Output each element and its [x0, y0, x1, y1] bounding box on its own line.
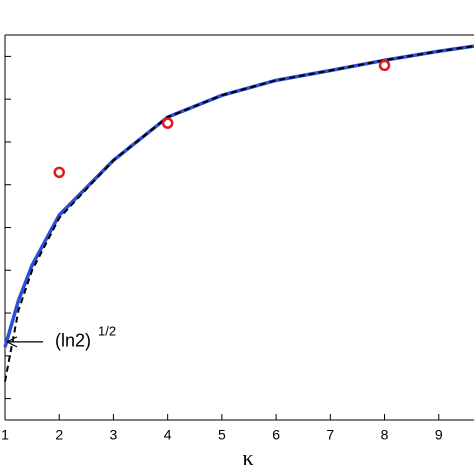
dashed-line: [4, 45, 474, 382]
x-tick-label: 1: [1, 427, 9, 443]
x-tick-label: 2: [55, 427, 63, 443]
x-axis-label: κ: [242, 445, 253, 470]
data-point: [378, 59, 391, 72]
x-tick-label: 4: [164, 427, 172, 443]
x-tick-label: 7: [326, 427, 334, 443]
data-point: [53, 166, 65, 179]
data-point: [161, 117, 174, 129]
annotation-superscript: 1/2: [98, 323, 116, 338]
arrow-head: [6, 336, 18, 348]
x-tick-label: 8: [381, 427, 389, 443]
x-tick-label: 3: [110, 427, 118, 443]
line: [3, 44, 474, 348]
x-tick-label: 5: [218, 427, 226, 443]
annotation: (ln2): [55, 331, 91, 351]
x-tick-label: 6: [272, 427, 280, 443]
x-tick-label: 9: [435, 427, 443, 443]
